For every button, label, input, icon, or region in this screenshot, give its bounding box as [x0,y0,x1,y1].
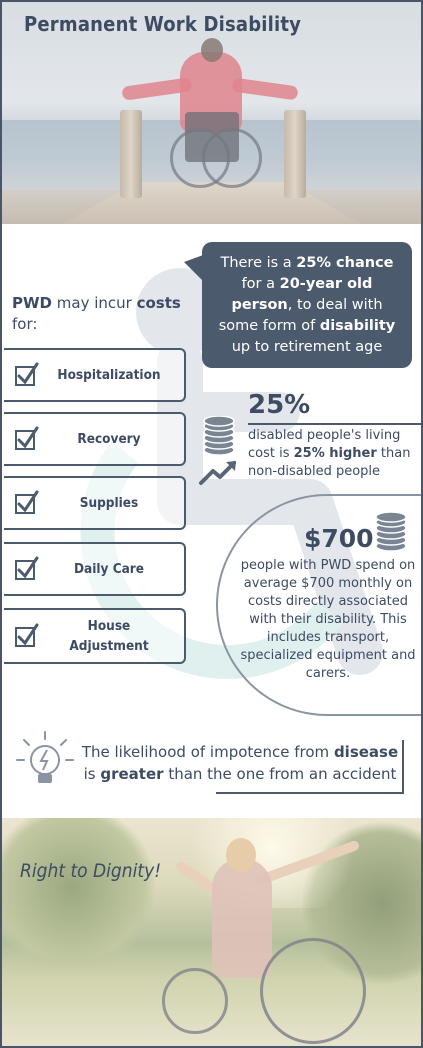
cost-item-supplies: Supplies [4,476,186,530]
stat-700-ring [216,494,421,716]
check-icon [15,490,39,514]
check-icon [15,426,39,450]
stat-25-value: 25% [248,390,311,420]
hero-photo-wheelchair-dock [2,2,421,224]
stat-700-description: people with PWD spend on average $700 mo… [240,558,416,681]
coins-icon [203,416,235,456]
stat-25-description: disabled people's living cost is 25% hig… [248,428,411,479]
cost-item-label: Hospitalization [57,367,161,383]
stat-700-value: $700 [304,524,374,553]
cost-item-daily-care: Daily Care [4,542,186,596]
cost-item-recovery: Recovery [4,412,186,466]
coins-icon [375,512,407,552]
cost-item-label: Supplies [79,495,139,511]
check-icon [15,623,39,647]
cost-item-house-adjustment: House Adjustment [4,608,186,664]
check-icon [15,556,39,580]
cost-item-label: Recovery [77,431,141,447]
cost-item-label: House Adjustment [69,618,149,654]
likelihood-bracket [216,740,404,794]
cost-item-hospitalization: Hospitalization [4,348,186,402]
lightbulb-icon [16,731,74,783]
page-title: Permanent Work Disability [24,12,302,36]
check-icon [15,362,39,386]
trend-arrow-icon [199,461,236,485]
divider [248,423,421,425]
likelihood-text: The likelihood of impotence from disease… [81,743,399,783]
costs-intro: PWD may incur costs for: [12,294,181,333]
slogan: Right to Dignity! [20,860,162,882]
hero-photo-woman-wheelchair [2,818,421,1046]
chance-speech-bubble: There is a 25% chance for a 20-year old … [202,242,412,368]
cost-item-label: Daily Care [73,561,145,577]
